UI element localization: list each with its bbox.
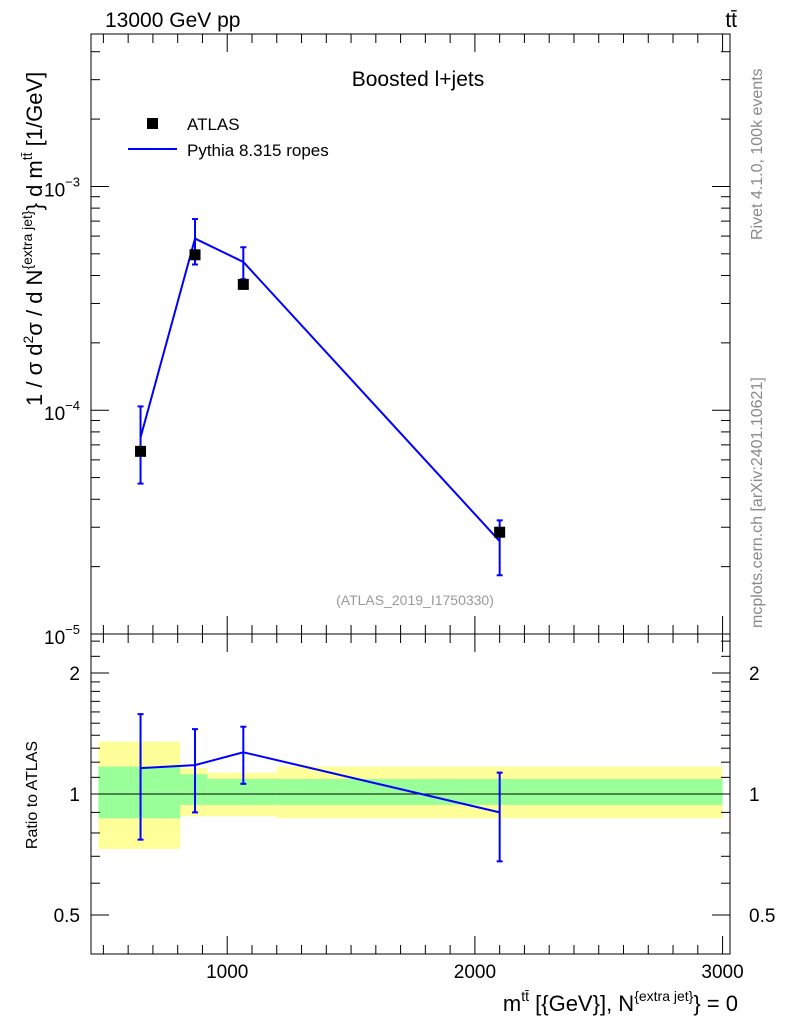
process-label: tt̄: [725, 9, 737, 32]
rivet-version-label: Rivet 4.1.0, 100k events: [749, 68, 766, 240]
ratio-uncertainty-bands: [98, 741, 723, 849]
main-ytick-label: 10−4: [44, 398, 80, 425]
ratio-panel-frame: [90, 633, 731, 955]
legend-label-pythia: Pythia 8.315 ropes: [187, 141, 329, 160]
ratio-xtick-labels: 1000 2000 3000: [206, 962, 744, 983]
stat-uncertainty-band: [98, 766, 181, 819]
legend-label-atlas: ATLAS: [187, 115, 240, 134]
legend: ATLAS Pythia 8.315 ropes: [128, 115, 329, 160]
ratio-panel: 0.5 0.5 1 1 2 2 1000 2000 3000 Ratio to ATLAS m…: [24, 633, 776, 1016]
main-ytick-label: 10−3: [44, 174, 80, 201]
beam-energy-label: 13000 GeV pp: [105, 9, 240, 32]
plot-title: Boosted l+jets: [352, 68, 485, 91]
pythia-line-group: [139, 237, 501, 542]
main-ytick-labels: 10−5 10−4 10−3: [44, 174, 80, 649]
legend-marker-atlas: [147, 118, 158, 129]
pythia-errorbars: [137, 218, 503, 577]
analysis-watermark: (ATLAS_2019_I1750330): [336, 592, 494, 608]
ratio-pythia-line-group: [140, 751, 500, 814]
atlas-point: [135, 445, 147, 457]
ratio-ytick-label-left: 0.5: [54, 906, 80, 927]
xlabel: mtt̄ [{GeV}], N{extra jet}} = 0: [503, 988, 738, 1016]
source-label: mcplots.cern.ch [arXiv:2401.10621]: [749, 377, 766, 628]
ratio-ytick-label-left: 2: [69, 664, 80, 685]
main-ytick-label: 10−5: [44, 622, 80, 649]
main-axis-ticks: [91, 34, 730, 635]
ratio-ytick-label-right: 2: [749, 664, 760, 685]
atlas-points: [135, 249, 506, 538]
ratio-pythia-errorbars: [137, 713, 503, 863]
xtick-label: 2000: [454, 962, 496, 983]
main-ylabel: 1 / σ d2σ / d N{extra jet}} d mtt̄ [1/Ge…: [19, 72, 47, 406]
ratio-ytick-label-right: 1: [749, 785, 760, 806]
atlas-point: [494, 526, 506, 538]
ratio-ylabel: Ratio to ATLAS: [24, 741, 41, 849]
atlas-point: [237, 278, 249, 290]
pythia-line: [139, 237, 501, 542]
main-panel: 10−5 10−4 10−3 Boosted l+jets (ATLAS_2019_…: [19, 33, 731, 649]
atlas-point: [189, 249, 201, 261]
ratio-ytick-labels: 0.5 0.5 1 1 2 2: [54, 664, 776, 927]
ratio-ytick-label-right: 0.5: [749, 906, 775, 927]
xtick-label: 1000: [206, 962, 248, 983]
ratio-pythia-line: [140, 751, 500, 814]
stat-uncertainty-band: [180, 774, 208, 805]
ratio-ytick-label-left: 1: [69, 785, 80, 806]
xtick-label: 3000: [701, 962, 743, 983]
